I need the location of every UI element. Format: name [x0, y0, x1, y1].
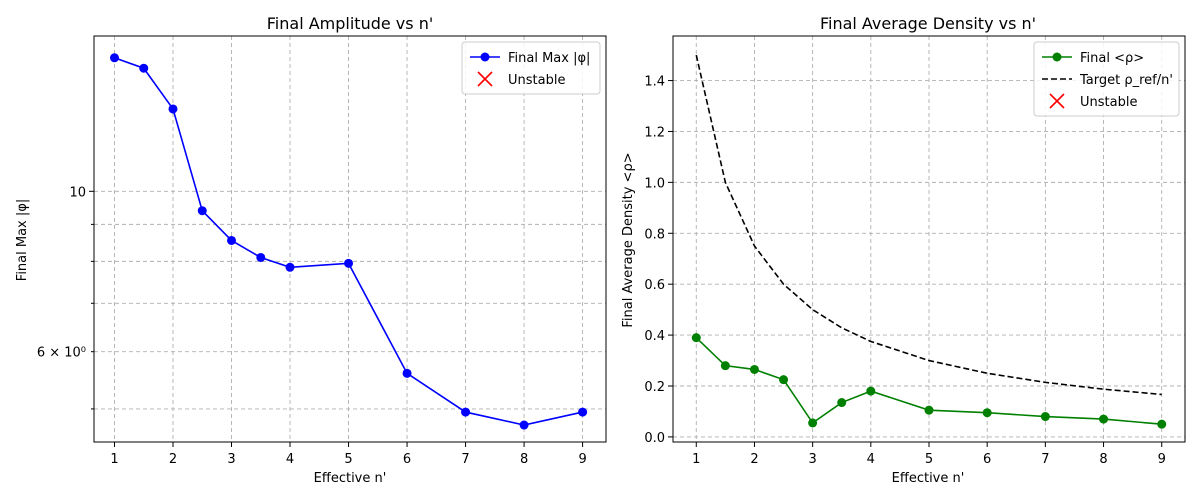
amplitude-legend-label: Final Max |φ| [508, 51, 590, 66]
density-data-point [1040, 412, 1050, 422]
density-ticks: 1 2 3 4 5 6 7 8 9 0.0 0.2 0.4 0.6 0.8 1.0 1.2 1.4 [644, 75, 1166, 467]
amplitude-data-point [519, 420, 529, 430]
density-legend-label: Target ρ_ref/n' [1079, 73, 1173, 88]
amplitude-x-tick-label: 7 [461, 452, 469, 467]
density-y-tick-label: 0.2 [644, 380, 665, 395]
density-legend: Final <ρ> Target ρ_ref/n' Unstable [1033, 41, 1180, 117]
density-legend-marker [1052, 52, 1062, 62]
density-series-line-0 [695, 337, 1162, 425]
density-x-tick-label: 5 [925, 452, 933, 467]
density-chart-title: Final Average Density vs n' [820, 14, 1036, 33]
density-series-line-1 [695, 54, 1162, 396]
density-y-tick-label: 1.0 [644, 176, 665, 191]
density-data-point [720, 361, 730, 371]
density-series [691, 54, 1167, 429]
amplitude-x-tick-label: 5 [344, 452, 352, 467]
density-data-point [866, 386, 876, 396]
density-x-axis-label: Effective n' [892, 471, 965, 486]
amplitude-legend-marker [480, 52, 490, 62]
amplitude-ticks: 1 2 3 4 5 6 7 8 9 10 6 × 10⁰ [37, 185, 587, 467]
density-x-tick-label: 1 [692, 452, 700, 467]
amplitude-data-point [344, 258, 354, 268]
amplitude-x-tick-label: 9 [578, 452, 586, 467]
amplitude-data-point [227, 235, 237, 245]
amplitude-y-axis-label: Final Max |φ| [15, 199, 30, 281]
amplitude-x-axis-label: Effective n' [314, 471, 387, 486]
amplitude-data-point [168, 104, 178, 114]
amplitude-data-point [109, 53, 119, 63]
amplitude-plot-frame [93, 35, 607, 443]
amplitude-chart-title: Final Amplitude vs n' [267, 14, 433, 33]
amplitude-x-tick-label: 2 [169, 452, 177, 467]
density-chart: Final Average Density vs n' Effective n'… [621, 14, 1186, 486]
amplitude-data-point [139, 63, 149, 73]
amplitude-data-point [256, 252, 266, 262]
density-x-tick-label: 8 [1099, 452, 1107, 467]
density-legend-label: Final <ρ> [1080, 51, 1144, 66]
density-data-point [691, 333, 701, 343]
density-y-tick-label: 1.4 [644, 75, 665, 90]
density-data-point [924, 405, 934, 415]
density-plot-frame [672, 35, 1186, 443]
density-y-tick-label: 0.6 [644, 278, 665, 293]
density-legend-box [1033, 41, 1180, 117]
density-y-tick-label: 0.0 [644, 431, 665, 446]
density-x-tick-label: 9 [1158, 452, 1166, 467]
amplitude-x-tick-label: 4 [286, 452, 294, 467]
density-x-tick-label: 4 [867, 452, 875, 467]
amplitude-x-tick-label: 8 [520, 452, 528, 467]
amplitude-series [109, 53, 588, 430]
density-x-tick-label: 7 [1041, 452, 1049, 467]
amplitude-legend: Final Max |φ| Unstable [461, 41, 601, 95]
amplitude-y-tick-label: 6 × 10⁰ [37, 346, 86, 361]
amplitude-x-tick-label: 3 [227, 452, 235, 467]
amplitude-data-point [578, 407, 588, 417]
density-y-tick-label: 0.4 [644, 329, 665, 344]
density-data-point [1099, 414, 1109, 424]
amplitude-data-point [402, 368, 412, 378]
amplitude-grid [94, 36, 606, 442]
amplitude-legend-box [461, 41, 601, 95]
density-y-tick-label: 1.2 [644, 125, 665, 140]
amplitude-legend-unstable-marker [477, 71, 493, 87]
amplitude-data-point [197, 206, 207, 216]
density-x-tick-label: 3 [808, 452, 816, 467]
amplitude-data-point [285, 262, 295, 272]
density-data-point [808, 418, 818, 428]
density-data-point [837, 398, 847, 408]
density-legend-label: Unstable [1080, 95, 1137, 110]
amplitude-x-tick-label: 6 [403, 452, 411, 467]
density-grid [673, 36, 1185, 442]
amplitude-chart: Final Amplitude vs n' Effective n' Final… [15, 14, 607, 486]
density-data-point [749, 364, 759, 374]
amplitude-series-line-0 [114, 57, 583, 426]
density-data-point [982, 408, 992, 418]
density-y-tick-label: 0.8 [644, 227, 665, 242]
amplitude-legend-label: Unstable [508, 73, 565, 88]
density-x-tick-label: 2 [750, 452, 758, 467]
amplitude-data-point [461, 407, 471, 417]
density-data-point [1157, 419, 1167, 429]
density-x-tick-label: 6 [983, 452, 991, 467]
amplitude-x-tick-label: 1 [110, 452, 118, 467]
amplitude-y-tick-label: 10 [69, 185, 86, 200]
density-y-axis-label: Final Average Density <ρ> [621, 152, 636, 327]
density-legend-unstable-marker [1049, 93, 1065, 109]
density-data-point [779, 375, 789, 385]
